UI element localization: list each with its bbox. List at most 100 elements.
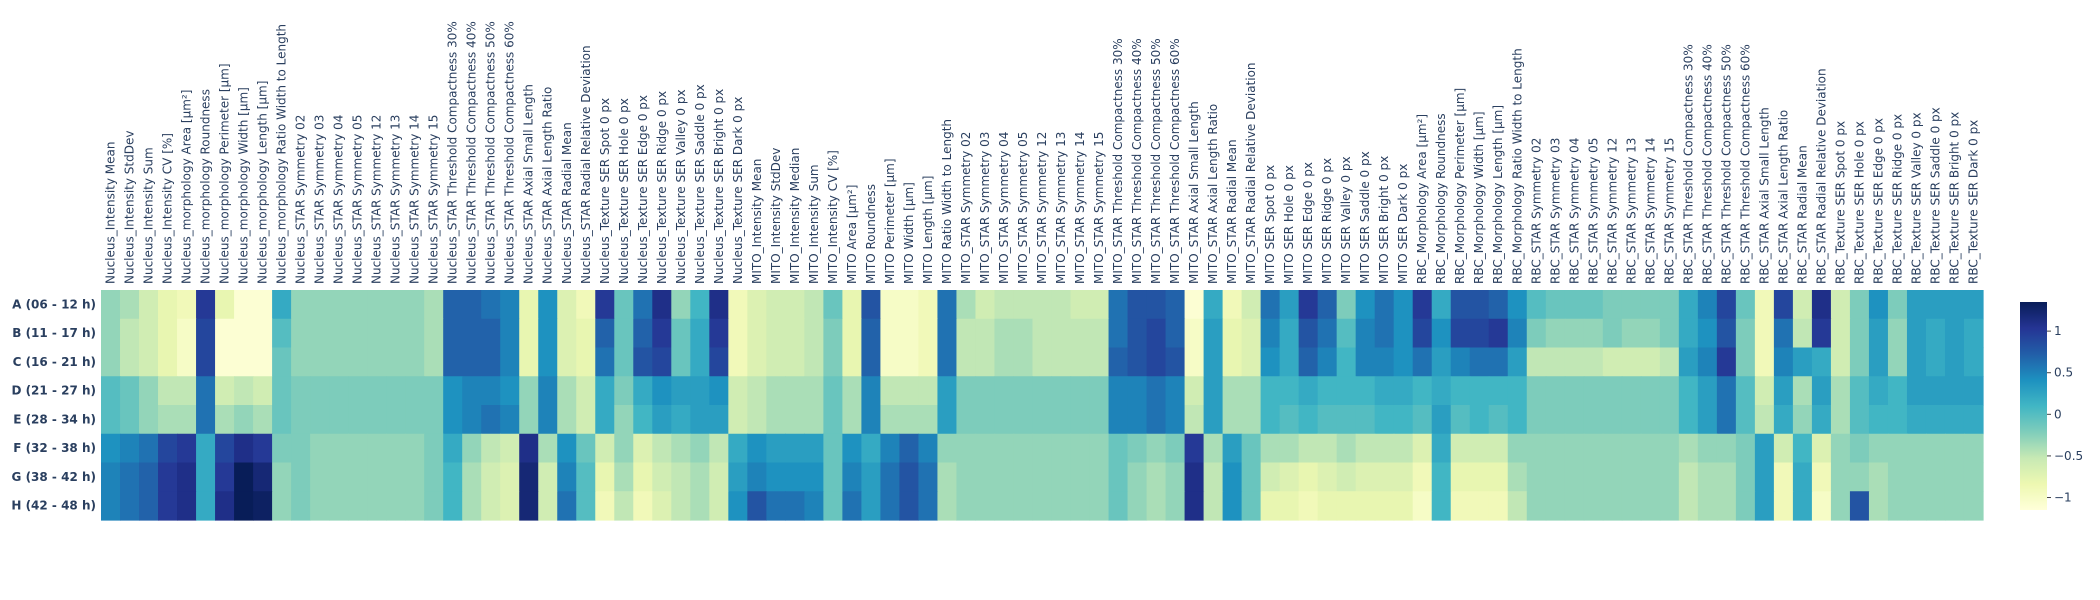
heatmap-cell xyxy=(1336,433,1357,464)
heatmap-cell xyxy=(1716,462,1737,492)
heatmap-cell xyxy=(1906,347,1927,377)
heatmap-cell xyxy=(158,491,178,521)
column-label: MITO Area [µm²] xyxy=(845,185,859,284)
column-label: MITO_Intensity Sum xyxy=(807,164,821,284)
heatmap-cell xyxy=(785,290,805,320)
heatmap-cell xyxy=(823,462,843,492)
heatmap-cell xyxy=(671,290,691,320)
heatmap-cell xyxy=(1811,347,1832,377)
heatmap-cell xyxy=(1355,462,1376,492)
heatmap-cell xyxy=(1051,405,1072,435)
heatmap-cell xyxy=(1602,491,1623,521)
heatmap-cell xyxy=(1602,347,1623,377)
column-label: MITO_Intensity Median xyxy=(788,148,802,284)
heatmap-cell xyxy=(1222,433,1243,464)
column-label: RBC_Texture SER Spot 0 px xyxy=(1833,121,1847,284)
heatmap-cell xyxy=(785,405,805,435)
heatmap-cell xyxy=(956,433,977,464)
heatmap-cell xyxy=(918,290,939,320)
heatmap-cell xyxy=(1317,462,1338,492)
heatmap-cell xyxy=(1336,290,1357,320)
heatmap-cell xyxy=(766,491,786,521)
heatmap-cell xyxy=(1735,433,1756,464)
heatmap-cell xyxy=(348,376,368,406)
column-label: MITO_STAR Threshold Compactness 40% xyxy=(1130,38,1144,284)
heatmap-cell xyxy=(1697,462,1718,492)
heatmap-cell xyxy=(899,491,920,521)
heatmap-cell xyxy=(1203,347,1224,377)
heatmap-cell xyxy=(747,347,767,377)
heatmap-cell xyxy=(1621,290,1642,320)
heatmap-cell xyxy=(1906,433,1927,464)
heatmap-cell xyxy=(557,462,577,492)
heatmap-cell xyxy=(842,318,862,349)
heatmap-cell xyxy=(462,318,482,349)
heatmap-cell xyxy=(310,433,330,464)
heatmap-cell xyxy=(367,405,387,435)
column-label: RBC_Texture SER Edge 0 px xyxy=(1871,118,1885,284)
heatmap-cell xyxy=(1906,318,1927,349)
heatmap-cell xyxy=(1146,491,1167,521)
heatmap-cell xyxy=(880,376,901,406)
heatmap-cell xyxy=(1431,318,1452,349)
heatmap-cell xyxy=(652,347,672,377)
heatmap-cell xyxy=(481,290,501,320)
heatmap-cell xyxy=(1678,347,1699,377)
heatmap-cell xyxy=(405,491,425,521)
heatmap-cell xyxy=(1374,376,1395,406)
heatmap-cell xyxy=(1051,347,1072,377)
heatmap-cell xyxy=(405,376,425,406)
heatmap-cell xyxy=(1792,290,1813,320)
heatmap-cell xyxy=(937,491,958,521)
heatmap-cell xyxy=(1203,376,1224,406)
heatmap-cell xyxy=(462,290,482,320)
column-label: MITO SER Edge 0 px xyxy=(1301,162,1315,284)
heatmap-cell xyxy=(1336,318,1357,349)
heatmap-cell xyxy=(329,290,349,320)
heatmap-cell xyxy=(633,433,653,464)
heatmap-cell xyxy=(1336,347,1357,377)
heatmap-cell xyxy=(234,405,254,435)
heatmap-cell xyxy=(215,405,235,435)
column-label: RBC_STAR Threshold Compactness 40% xyxy=(1700,44,1714,284)
heatmap-cell xyxy=(975,318,996,349)
heatmap-cell xyxy=(728,290,748,320)
heatmap-cell xyxy=(1412,347,1433,377)
heatmap-cell xyxy=(861,376,882,406)
heatmap-cell xyxy=(1545,433,1566,464)
heatmap-cell xyxy=(1089,433,1110,464)
colorbar: 1 0.5 0 −0.5 −1 xyxy=(2020,302,2083,510)
column-label: Nucleus_STAR Symmetry 02 xyxy=(294,115,308,284)
heatmap-cell xyxy=(1640,462,1661,492)
heatmap-cell xyxy=(120,376,140,406)
heatmap-cell xyxy=(158,347,178,377)
heatmap-cell xyxy=(1222,347,1243,377)
heatmap-cell xyxy=(367,290,387,320)
heatmap-cell xyxy=(633,491,653,521)
column-label: Nucleus_STAR Axial Length Ratio xyxy=(541,87,555,284)
heatmap-cell xyxy=(1735,491,1756,521)
heatmap-cell xyxy=(1070,433,1091,464)
heatmap-cell xyxy=(519,347,539,377)
heatmap-cell xyxy=(747,376,767,406)
heatmap-cell xyxy=(196,347,216,377)
column-label: Nucleus_STAR Radial Relative Deviation xyxy=(579,45,593,284)
heatmap-cell xyxy=(1089,405,1110,435)
heatmap-cell xyxy=(1431,290,1452,320)
heatmap-cell xyxy=(994,347,1015,377)
column-label: MITO_STAR Radial Relative Deviation xyxy=(1244,62,1258,284)
heatmap-cell xyxy=(272,433,292,464)
heatmap-cell xyxy=(1146,462,1167,492)
heatmap-cell xyxy=(880,433,901,464)
heatmap-cell xyxy=(1564,376,1585,406)
heatmap-cell xyxy=(1868,290,1889,320)
heatmap-cell xyxy=(481,491,501,521)
column-label: Nucleus_STAR Symmetry 13 xyxy=(389,115,403,284)
heatmap-cell xyxy=(443,405,463,435)
heatmap-cell xyxy=(158,290,178,320)
heatmap-cell xyxy=(1051,433,1072,464)
heatmap-cell xyxy=(462,491,482,521)
heatmap-cell xyxy=(538,405,558,435)
heatmap-cell xyxy=(1032,405,1053,435)
